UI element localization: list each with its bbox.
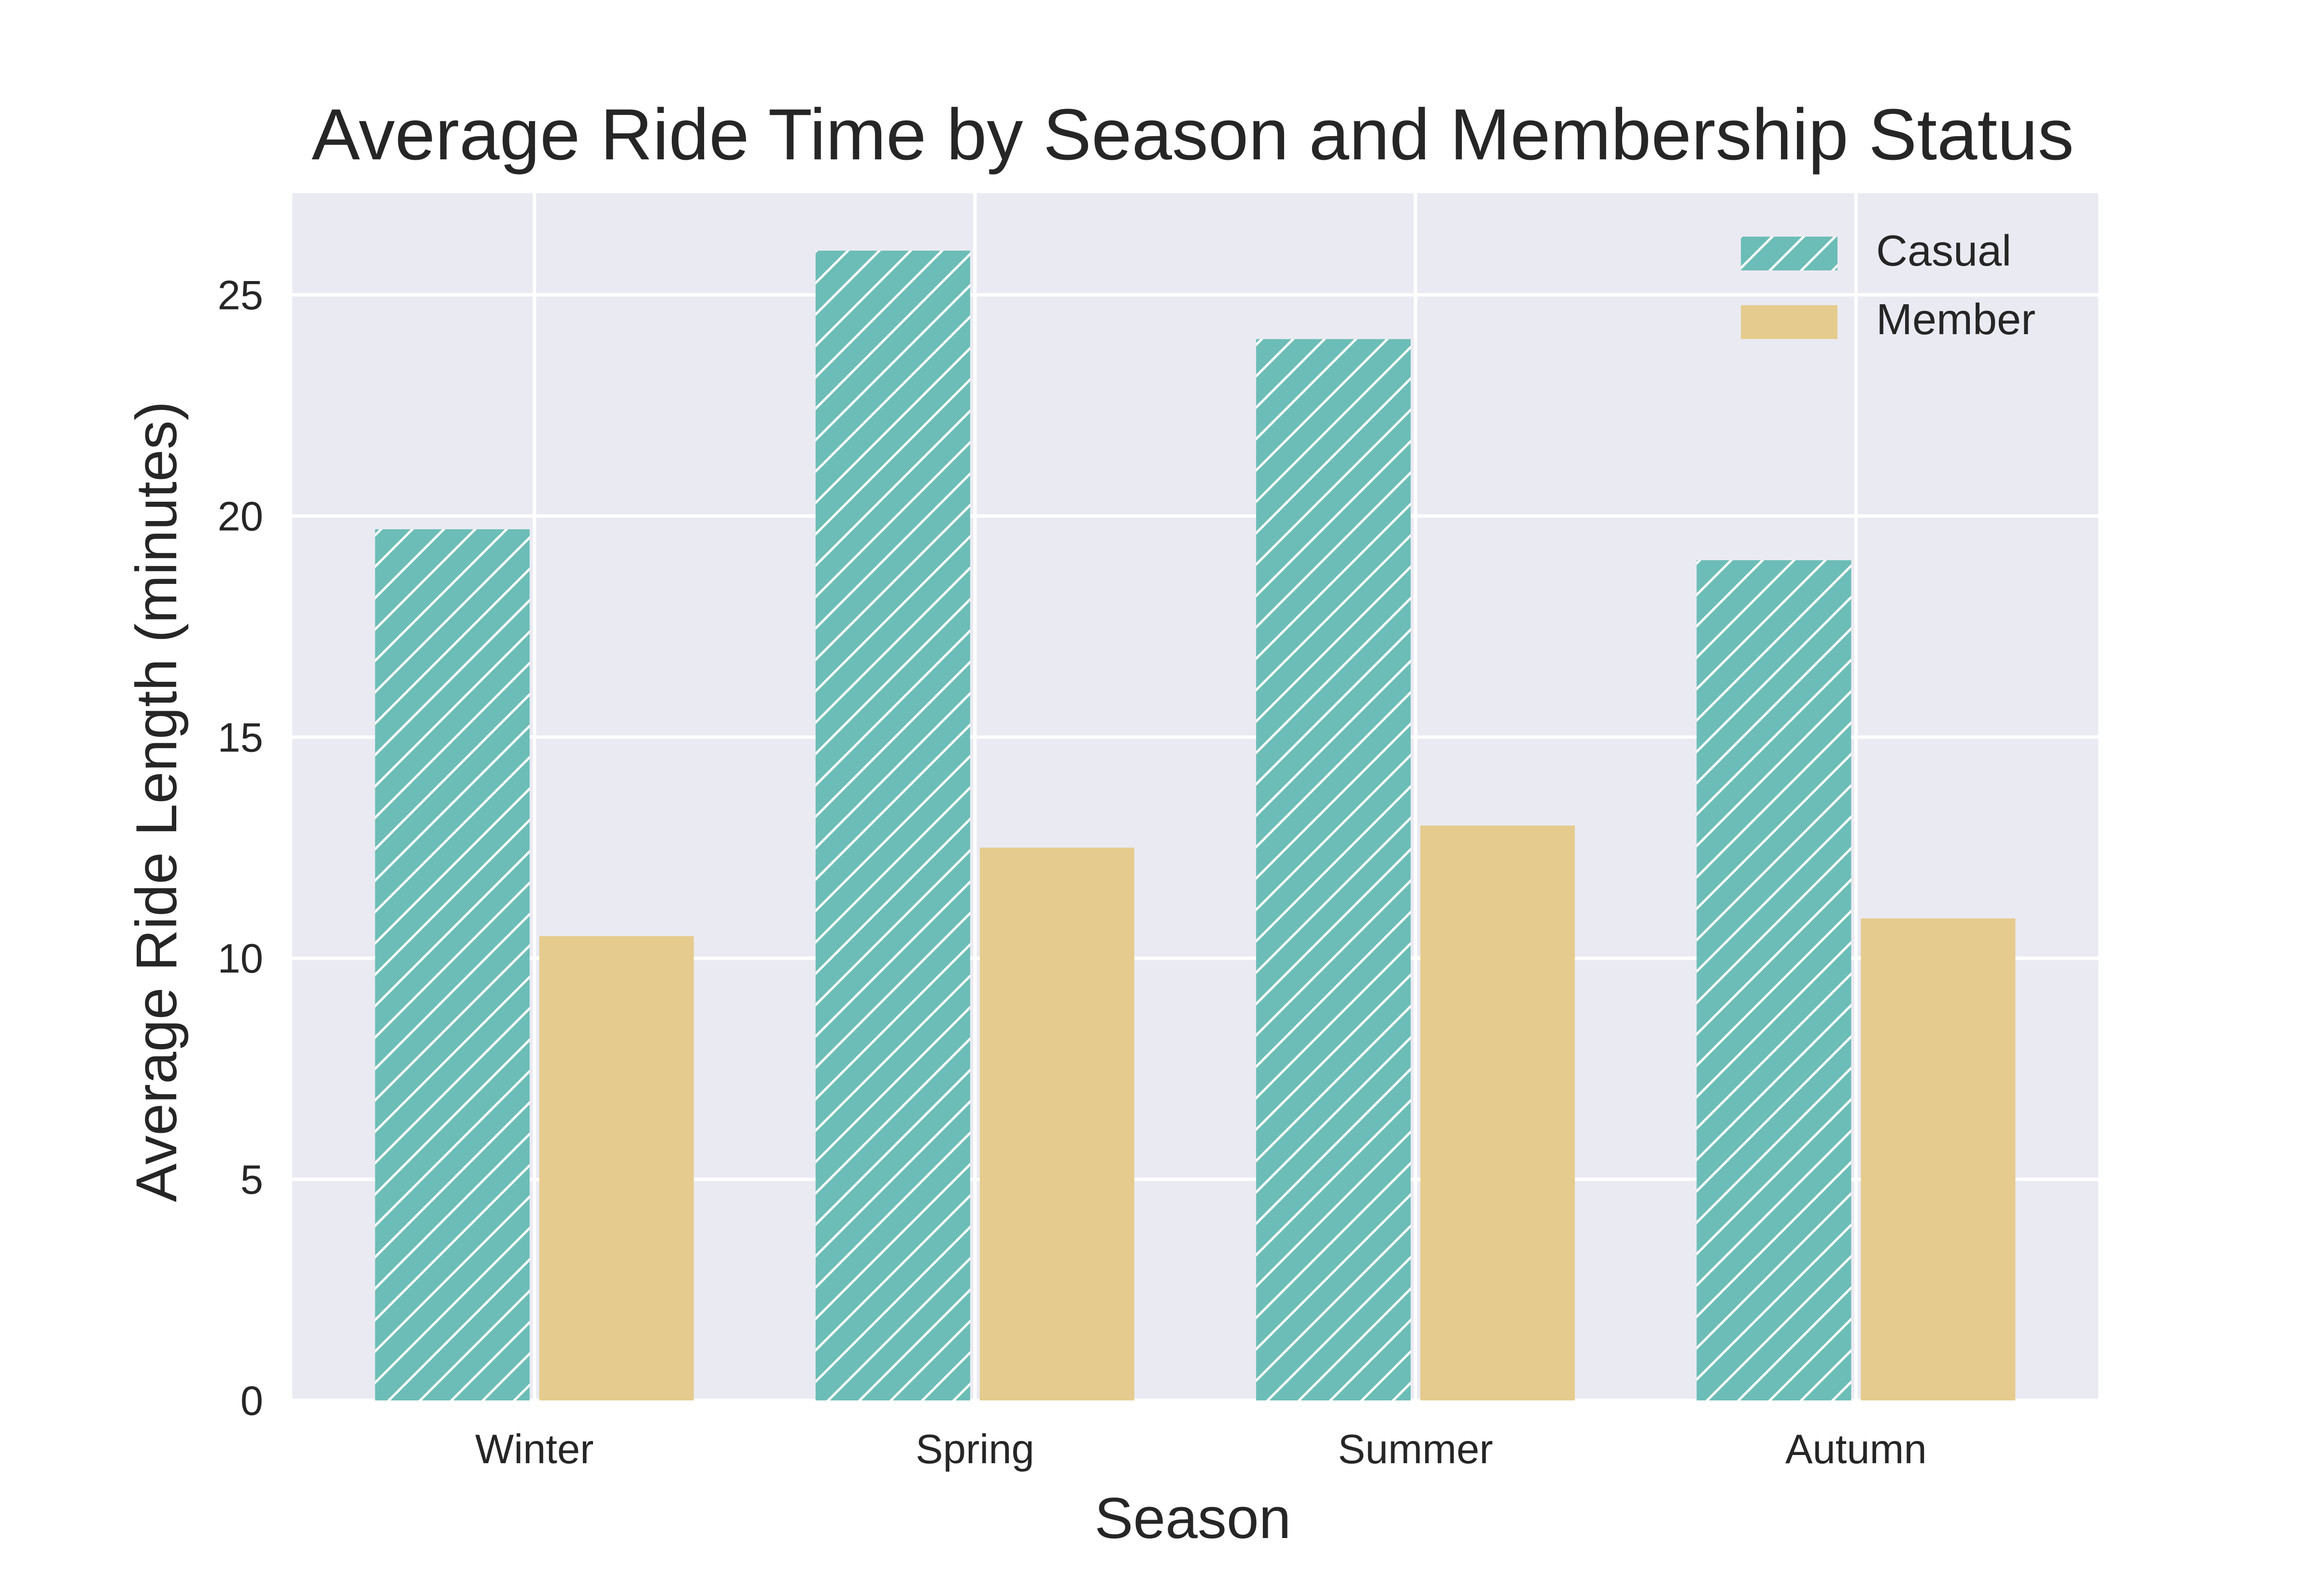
legend-swatch-casual-hatch: [1741, 237, 1837, 270]
y-tick-label: 25: [217, 273, 263, 319]
x-axis-label: Season: [1095, 1486, 1291, 1551]
x-tick-label-autumn: Autumn: [1785, 1427, 1927, 1472]
y-tick-label: 5: [240, 1157, 263, 1203]
bar-casual-winter-hatch: [375, 529, 530, 1400]
x-tick-label-winter: Winter: [475, 1427, 594, 1472]
legend-swatch-member: [1741, 305, 1837, 339]
y-tick-label: 20: [217, 494, 263, 539]
bars: [375, 251, 2016, 1401]
y-tick-label: 10: [217, 936, 263, 982]
y-tick-labels: 0 5 10 15 20 25: [217, 273, 263, 1424]
bar-casual-summer-hatch: [1256, 339, 1411, 1401]
legend-label-casual: Casual: [1876, 227, 2011, 275]
bar-member-autumn: [1861, 918, 2016, 1400]
x-tick-labels: Winter Spring Summer Autumn: [475, 1427, 1927, 1472]
bar-member-spring: [979, 847, 1134, 1400]
chart-title: Average Ride Time by Season and Membersh…: [311, 94, 2074, 175]
bar-member-summer: [1420, 825, 1575, 1400]
x-tick-label-summer: Summer: [1338, 1427, 1493, 1472]
legend-label-member: Member: [1876, 296, 2035, 344]
y-tick-label: 15: [217, 715, 263, 761]
bar-member-winter: [539, 936, 694, 1400]
bar-casual-spring-hatch: [815, 251, 970, 1400]
y-tick-label: 0: [240, 1378, 263, 1424]
x-tick-label-spring: Spring: [916, 1427, 1034, 1472]
y-axis-label: Average Ride Length (minutes): [124, 401, 189, 1202]
bar-casual-autumn-hatch: [1696, 560, 1852, 1400]
legend: Casual Member: [1741, 227, 2035, 344]
